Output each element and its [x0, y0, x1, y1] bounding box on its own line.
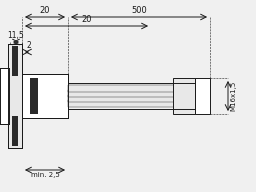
- Bar: [8, 44, 22, 148]
- Text: 20: 20: [40, 6, 50, 15]
- Bar: [12, 116, 18, 146]
- Text: 500: 500: [131, 6, 147, 15]
- Text: min. 2,5: min. 2,5: [31, 172, 59, 178]
- Bar: [68, 95, 175, 102]
- Text: 2: 2: [27, 41, 31, 50]
- Text: 20: 20: [81, 15, 92, 24]
- Text: 11,5: 11,5: [8, 31, 24, 40]
- Bar: [195, 78, 210, 114]
- Text: M16x1,5: M16x1,5: [230, 81, 236, 111]
- Bar: [12, 46, 18, 76]
- Bar: [173, 78, 195, 114]
- Bar: [22, 74, 68, 118]
- Bar: [68, 100, 175, 107]
- Bar: [68, 85, 175, 92]
- Bar: [0, 68, 9, 124]
- Bar: [68, 90, 175, 97]
- Bar: [30, 78, 38, 114]
